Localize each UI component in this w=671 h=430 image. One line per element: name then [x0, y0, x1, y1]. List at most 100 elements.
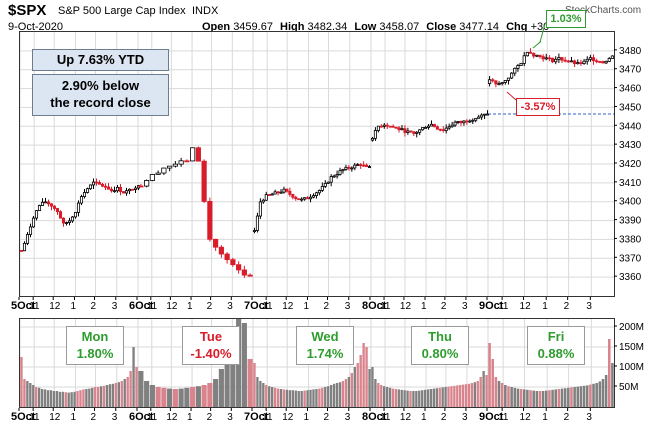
candle [365, 163, 369, 168]
volume-bar [423, 389, 427, 407]
candle [391, 124, 395, 128]
volume-bar [64, 392, 67, 407]
chg-label: Chg [506, 21, 528, 33]
candle [560, 56, 564, 63]
volume-bar [58, 391, 61, 407]
volume-bar [494, 377, 498, 407]
candle [604, 60, 608, 65]
candle [190, 147, 196, 162]
volume-bar [327, 386, 330, 407]
time-tick-label: 1 [187, 301, 193, 312]
time-tick-label: 12 [49, 412, 61, 423]
candle [450, 121, 454, 128]
candle [236, 261, 242, 274]
high-label: High [280, 21, 305, 33]
volume-bar [563, 388, 567, 407]
candle [100, 182, 105, 188]
volume-bar [394, 389, 398, 407]
candle [241, 265, 247, 278]
volume-bar [279, 389, 283, 407]
volume-bar [516, 388, 520, 407]
close-label: Close [426, 21, 457, 33]
volume-bar [149, 385, 155, 407]
volume-bar [579, 386, 583, 407]
volume-bar [567, 387, 570, 407]
time-tick-label: 2 [207, 412, 213, 423]
volume-bar [268, 386, 271, 407]
volume-bar [362, 343, 365, 407]
time-tick-label: 1 [70, 301, 76, 312]
low-label: Low [354, 21, 377, 33]
volume-bar [213, 379, 219, 407]
candle [566, 59, 570, 63]
time-tick-label: 11 [498, 412, 509, 423]
candle [213, 238, 219, 251]
time-tick-label: 1 [303, 301, 309, 312]
time-tick-label: 12 [282, 412, 294, 423]
volume-bar [479, 377, 482, 407]
candle [247, 273, 253, 277]
volume-bar [67, 392, 70, 407]
candle [406, 127, 410, 135]
volume-bar [374, 379, 377, 407]
volume-bar [447, 386, 450, 407]
candle [118, 184, 123, 196]
volume-bar [273, 387, 277, 407]
symbol: $SPX [8, 2, 47, 19]
volume-bar [99, 386, 103, 407]
volume-bar [38, 387, 41, 407]
time-tick-label: 12 [400, 301, 412, 312]
candle [112, 186, 117, 193]
candle [569, 56, 574, 63]
candle [52, 205, 57, 211]
candle [127, 188, 132, 195]
candle [82, 188, 87, 199]
candle [563, 56, 567, 63]
time-tick-label: 3 [462, 301, 468, 312]
candle [582, 58, 586, 65]
candle [279, 189, 283, 194]
candle [115, 184, 120, 193]
volume-bar [300, 391, 303, 407]
time-tick-label: 1 [70, 412, 76, 423]
volume-bar [551, 389, 554, 407]
candle [311, 193, 315, 199]
volume-bar [353, 367, 356, 407]
candle [218, 245, 224, 258]
candle [497, 81, 501, 86]
candle [124, 187, 129, 196]
volume-bar [312, 389, 315, 407]
volume-bar [400, 389, 403, 407]
volume-bar [97, 387, 100, 407]
candle [421, 127, 425, 131]
price-tick-label: 3380 [619, 234, 642, 245]
low-value: 3458.07 [379, 21, 420, 33]
time-tick-label: 3 [227, 412, 233, 423]
volume-bar [522, 389, 526, 407]
candle [22, 241, 27, 252]
time-tick-label: 2 [441, 301, 447, 312]
candle [49, 203, 54, 211]
volume-bar [247, 359, 253, 407]
time-tick-label: 12 [520, 412, 532, 423]
volume-bar [441, 387, 444, 407]
volume-bar [108, 384, 112, 407]
volume-bar [178, 388, 184, 407]
candle [149, 173, 155, 182]
volume-bar [271, 387, 274, 407]
daily-change-box: Tue -1.40% [182, 326, 240, 365]
volume-bar [291, 390, 294, 407]
candle [61, 217, 66, 227]
volume-bar [529, 390, 532, 407]
volume-bar [52, 391, 56, 407]
volume-bar [388, 387, 392, 407]
candle [106, 182, 111, 190]
price-chart [20, 32, 614, 296]
time-tick-label: 1 [542, 301, 548, 312]
candle [73, 211, 78, 219]
candle [544, 53, 548, 61]
candle [335, 170, 339, 179]
candle [465, 119, 469, 125]
time-tick-label: 12 [282, 301, 294, 312]
